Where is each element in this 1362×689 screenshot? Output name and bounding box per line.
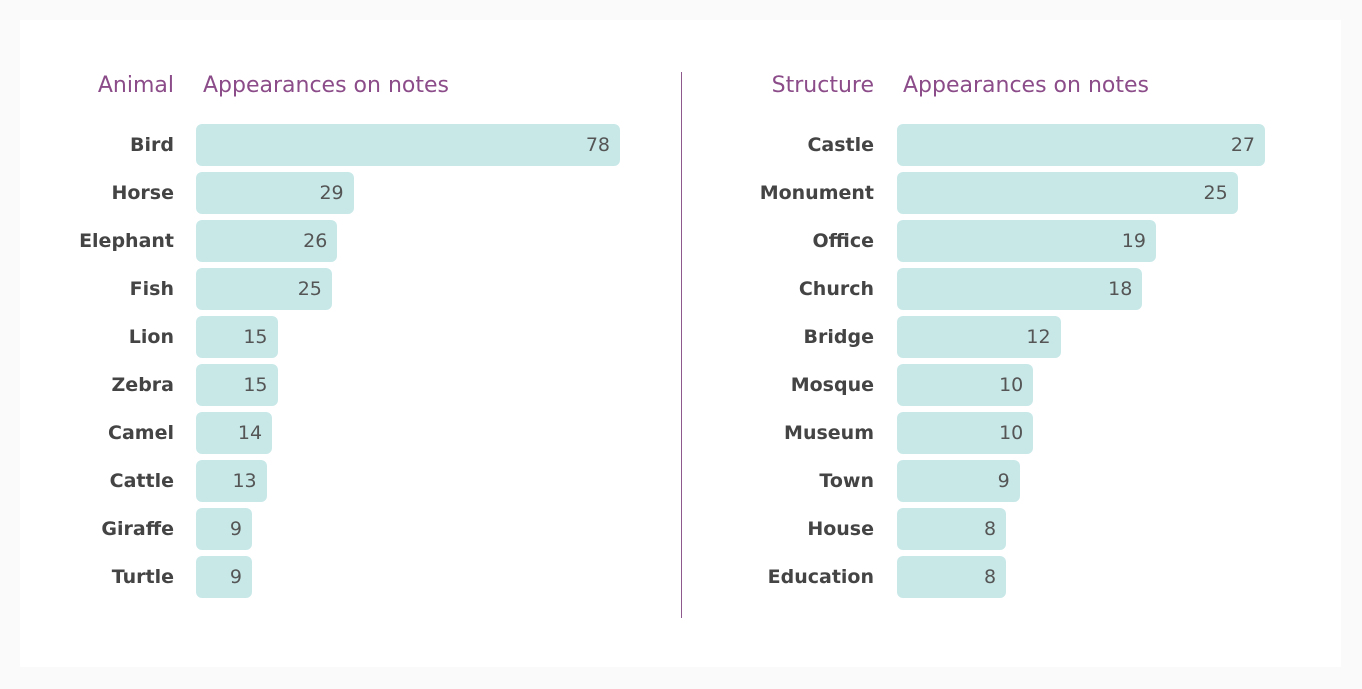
category-label: Horse [111, 182, 174, 204]
category-label: Cattle [109, 470, 174, 492]
category-label: Church [798, 278, 874, 300]
structure-category-header: Structure [771, 73, 874, 98]
bar: 27 [897, 124, 1265, 166]
bar-row: Church 18 [700, 268, 1341, 310]
category-label: Elephant [79, 230, 174, 252]
bar-row: Office 19 [700, 220, 1341, 262]
bar-value-label: 10 [999, 422, 1024, 444]
bar: 15 [196, 316, 278, 358]
bar-row: Education 8 [700, 556, 1341, 598]
bar-value-label: 15 [243, 374, 268, 396]
category-label: Zebra [111, 374, 174, 396]
bar: 18 [897, 268, 1143, 310]
bar: 14 [196, 412, 273, 454]
bar: 25 [897, 172, 1238, 214]
bar-value-label: 12 [1026, 326, 1051, 348]
panel-divider [681, 72, 682, 618]
bar: 26 [196, 220, 338, 262]
category-label: Bridge [803, 326, 874, 348]
category-label: Giraffe [101, 518, 174, 540]
category-label: Camel [108, 422, 174, 444]
bar: 13 [196, 460, 267, 502]
chart-card: Animal Appearances on notes Bird 78 Horse 2… [20, 20, 1341, 667]
bar-row: Elephant 26 [20, 220, 680, 262]
bar: 9 [196, 556, 252, 598]
bar-row: House 8 [700, 508, 1341, 550]
bar-value-label: 29 [319, 182, 344, 204]
category-label: House [807, 518, 874, 540]
structure-value-header: Appearances on notes [903, 73, 1149, 98]
bar-value-label: 9 [229, 518, 242, 540]
bar-row: Fish 25 [20, 268, 680, 310]
bar-row: Turtle 9 [20, 556, 680, 598]
category-label: Mosque [790, 374, 874, 396]
bar-value-label: 8 [983, 566, 997, 588]
bar: 8 [897, 508, 1007, 550]
bar: 19 [897, 220, 1156, 262]
bar-row: Lion 15 [20, 316, 680, 358]
bar-value-label: 15 [243, 326, 268, 348]
animal-value-header: Appearances on notes [203, 73, 449, 98]
animal-panel: Animal Appearances on notes Bird 78 Horse 2… [20, 20, 680, 667]
bar-row: Horse 29 [20, 172, 680, 214]
bar-row: Bridge 12 [700, 316, 1341, 358]
bar-value-label: 14 [237, 422, 263, 444]
bar-value-label: 26 [303, 230, 328, 252]
category-label: Fish [129, 278, 174, 300]
category-label: Castle [807, 134, 874, 156]
bar-row: Zebra 15 [20, 364, 680, 406]
structure-panel: Structure Appearances on notes Castle 27 M… [700, 20, 1341, 667]
category-label: Education [767, 566, 874, 588]
bar-row: Town 9 [700, 460, 1341, 502]
bar: 78 [196, 124, 620, 166]
bar: 10 [897, 364, 1034, 406]
bar-row: Museum 10 [700, 412, 1341, 454]
bar: 10 [897, 412, 1034, 454]
bar-row: Mosque 10 [700, 364, 1341, 406]
bar-value-label: 25 [1203, 182, 1228, 204]
bar-value-label: 19 [1121, 230, 1146, 252]
bar: 9 [897, 460, 1020, 502]
category-label: Museum [784, 422, 874, 444]
category-label: Bird [130, 134, 174, 156]
bar-value-label: 8 [983, 518, 997, 540]
bar-row: Camel 14 [20, 412, 680, 454]
animal-category-header: Animal [97, 73, 174, 98]
bar-row: Cattle 13 [20, 460, 680, 502]
bar-row: Giraffe 9 [20, 508, 680, 550]
bar-value-label: 9 [997, 470, 1010, 492]
bar: 15 [196, 364, 278, 406]
category-label: Lion [128, 326, 174, 348]
bar-value-label: 25 [297, 278, 322, 300]
bar-value-label: 10 [999, 374, 1024, 396]
category-label: Office [812, 230, 875, 252]
bar: 12 [897, 316, 1061, 358]
bar: 9 [196, 508, 252, 550]
bar-value-label: 13 [232, 470, 257, 492]
bar-value-label: 27 [1230, 134, 1255, 156]
category-label: Monument [759, 182, 874, 204]
bar: 8 [897, 556, 1007, 598]
bar-value-label: 9 [229, 566, 242, 588]
category-label: Town [819, 470, 874, 492]
bar: 29 [196, 172, 354, 214]
bar-value-label: 18 [1108, 278, 1133, 300]
category-label: Turtle [111, 566, 174, 588]
bar: 25 [196, 268, 332, 310]
bar-row: Monument 25 [700, 172, 1341, 214]
bar-value-label: 78 [585, 134, 610, 156]
bar-row: Castle 27 [700, 124, 1341, 166]
bar-row: Bird 78 [20, 124, 680, 166]
